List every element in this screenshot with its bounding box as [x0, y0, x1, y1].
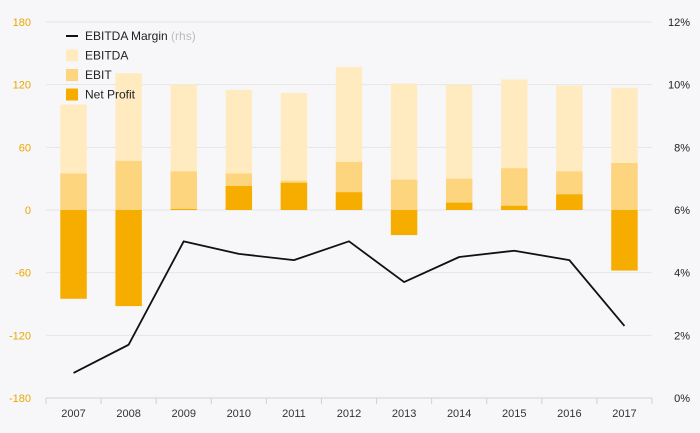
right-tick-label: 12%: [668, 17, 690, 29]
x-tick-label: 2012: [337, 408, 361, 420]
right-tick-label: 8%: [674, 142, 690, 154]
net-profit-bar: [390, 210, 418, 236]
left-tick-label: 180: [13, 17, 31, 29]
x-tick-label: 2013: [392, 408, 416, 420]
x-tick-label: 2011: [282, 408, 306, 420]
x-tick-label: 2014: [447, 408, 471, 420]
net-profit-bar: [335, 192, 363, 210]
ebit-bar: [60, 173, 87, 210]
net-profit-bar: [170, 208, 197, 210]
net-profit-bar: [556, 194, 583, 210]
bars: [60, 66, 638, 307]
ebit-bar: [170, 171, 197, 210]
x-tick-label: 2009: [171, 408, 195, 420]
net-profit-bar: [225, 185, 253, 210]
left-tick-label: 60: [19, 142, 31, 154]
x-tick-label: 2010: [227, 408, 251, 420]
net-profit-bar: [501, 205, 528, 210]
legend: EBITDA Margin (rhs) EBITDA EBIT Net Profit: [66, 29, 196, 102]
margin-line: [73, 240, 626, 374]
right-tick-label: 6%: [674, 205, 690, 217]
legend-swatch: [66, 69, 78, 81]
ebit-bar: [390, 179, 418, 210]
x-tick-label: 2017: [612, 408, 636, 420]
left-tick-label: 120: [13, 80, 31, 92]
x-tick-label: 2016: [557, 408, 581, 420]
x-tick-label: 2008: [116, 408, 140, 420]
left-tick-label: -180: [9, 393, 31, 405]
net-profit-bar: [445, 202, 473, 210]
legend-label: Net Profit: [85, 88, 136, 102]
left-tick-label: 0: [25, 205, 31, 217]
right-tick-label: 2%: [674, 330, 690, 342]
x-axis-ticks: 2007 2008 2009 2010 2011 2012 2013 2014 2015 2016…: [61, 408, 636, 420]
net-profit-bar: [611, 210, 638, 271]
right-tick-label: 4%: [674, 268, 690, 280]
axes: 180 120 60 0 -60 -120 -180 12% 10% 8% 6% 4% 2% 0%: [9, 17, 690, 405]
right-tick-label: 0%: [674, 393, 690, 405]
left-tick-label: -120: [9, 330, 31, 342]
net-profit-bar: [115, 210, 142, 307]
ebit-bar: [611, 163, 638, 210]
right-tick-label: 10%: [668, 80, 690, 92]
x-tick-label: 2015: [502, 408, 526, 420]
legend-label: EBITDA Margin (rhs): [85, 29, 196, 43]
legend-swatch: [66, 88, 78, 101]
legend-note: (rhs): [168, 29, 196, 43]
net-profit-bar: [280, 182, 308, 210]
legend-label: EBITDA: [85, 49, 128, 63]
legend-swatch: [66, 49, 78, 62]
ebit-bar: [115, 160, 142, 210]
ebit-bar: [501, 168, 528, 210]
net-profit-bar: [60, 210, 87, 299]
left-tick-label: -60: [15, 268, 31, 280]
legend-label: EBIT: [85, 68, 112, 82]
x-tick-label: 2007: [61, 408, 85, 420]
ebitda-margin-line: [73, 240, 626, 374]
